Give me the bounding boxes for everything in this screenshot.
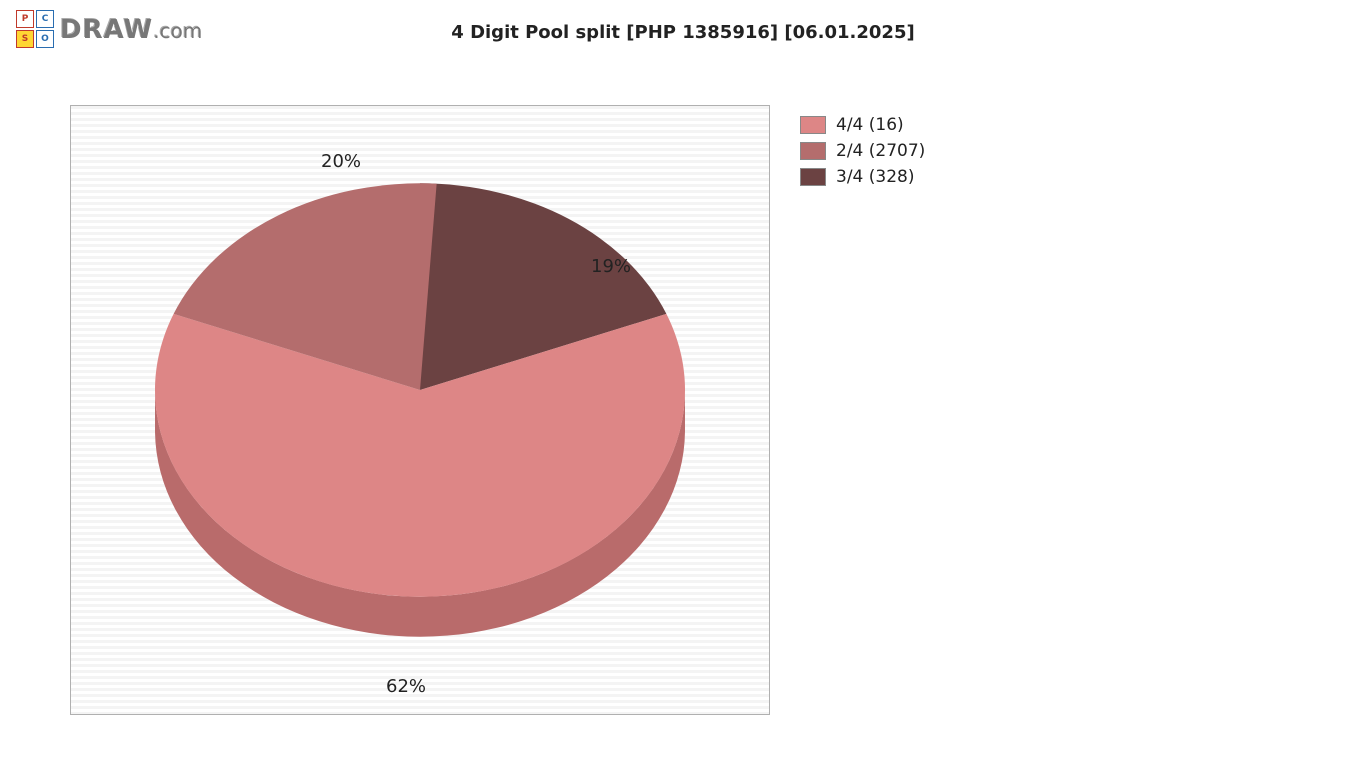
pie-svg xyxy=(135,163,705,656)
chart-title: 4 Digit Pool split [PHP 1385916] [06.01.… xyxy=(0,22,1366,43)
pie-slice-label: 19% xyxy=(591,256,631,277)
legend-label: 3/4 (328) xyxy=(836,167,914,187)
chart-plot-area: 19% 62% 20% xyxy=(70,105,770,715)
pie-slice-label: 62% xyxy=(386,676,426,697)
legend-swatch-icon xyxy=(800,116,826,134)
legend-item: 3/4 (328) xyxy=(800,167,925,187)
legend-item: 4/4 (16) xyxy=(800,115,925,135)
pie-slice-label: 20% xyxy=(321,151,361,172)
pie-chart xyxy=(135,163,705,656)
legend-swatch-icon xyxy=(800,142,826,160)
legend-label: 2/4 (2707) xyxy=(836,141,925,161)
legend-label: 4/4 (16) xyxy=(836,115,904,135)
legend-item: 2/4 (2707) xyxy=(800,141,925,161)
legend-swatch-icon xyxy=(800,168,826,186)
chart-legend: 4/4 (16) 2/4 (2707) 3/4 (328) xyxy=(800,115,925,193)
